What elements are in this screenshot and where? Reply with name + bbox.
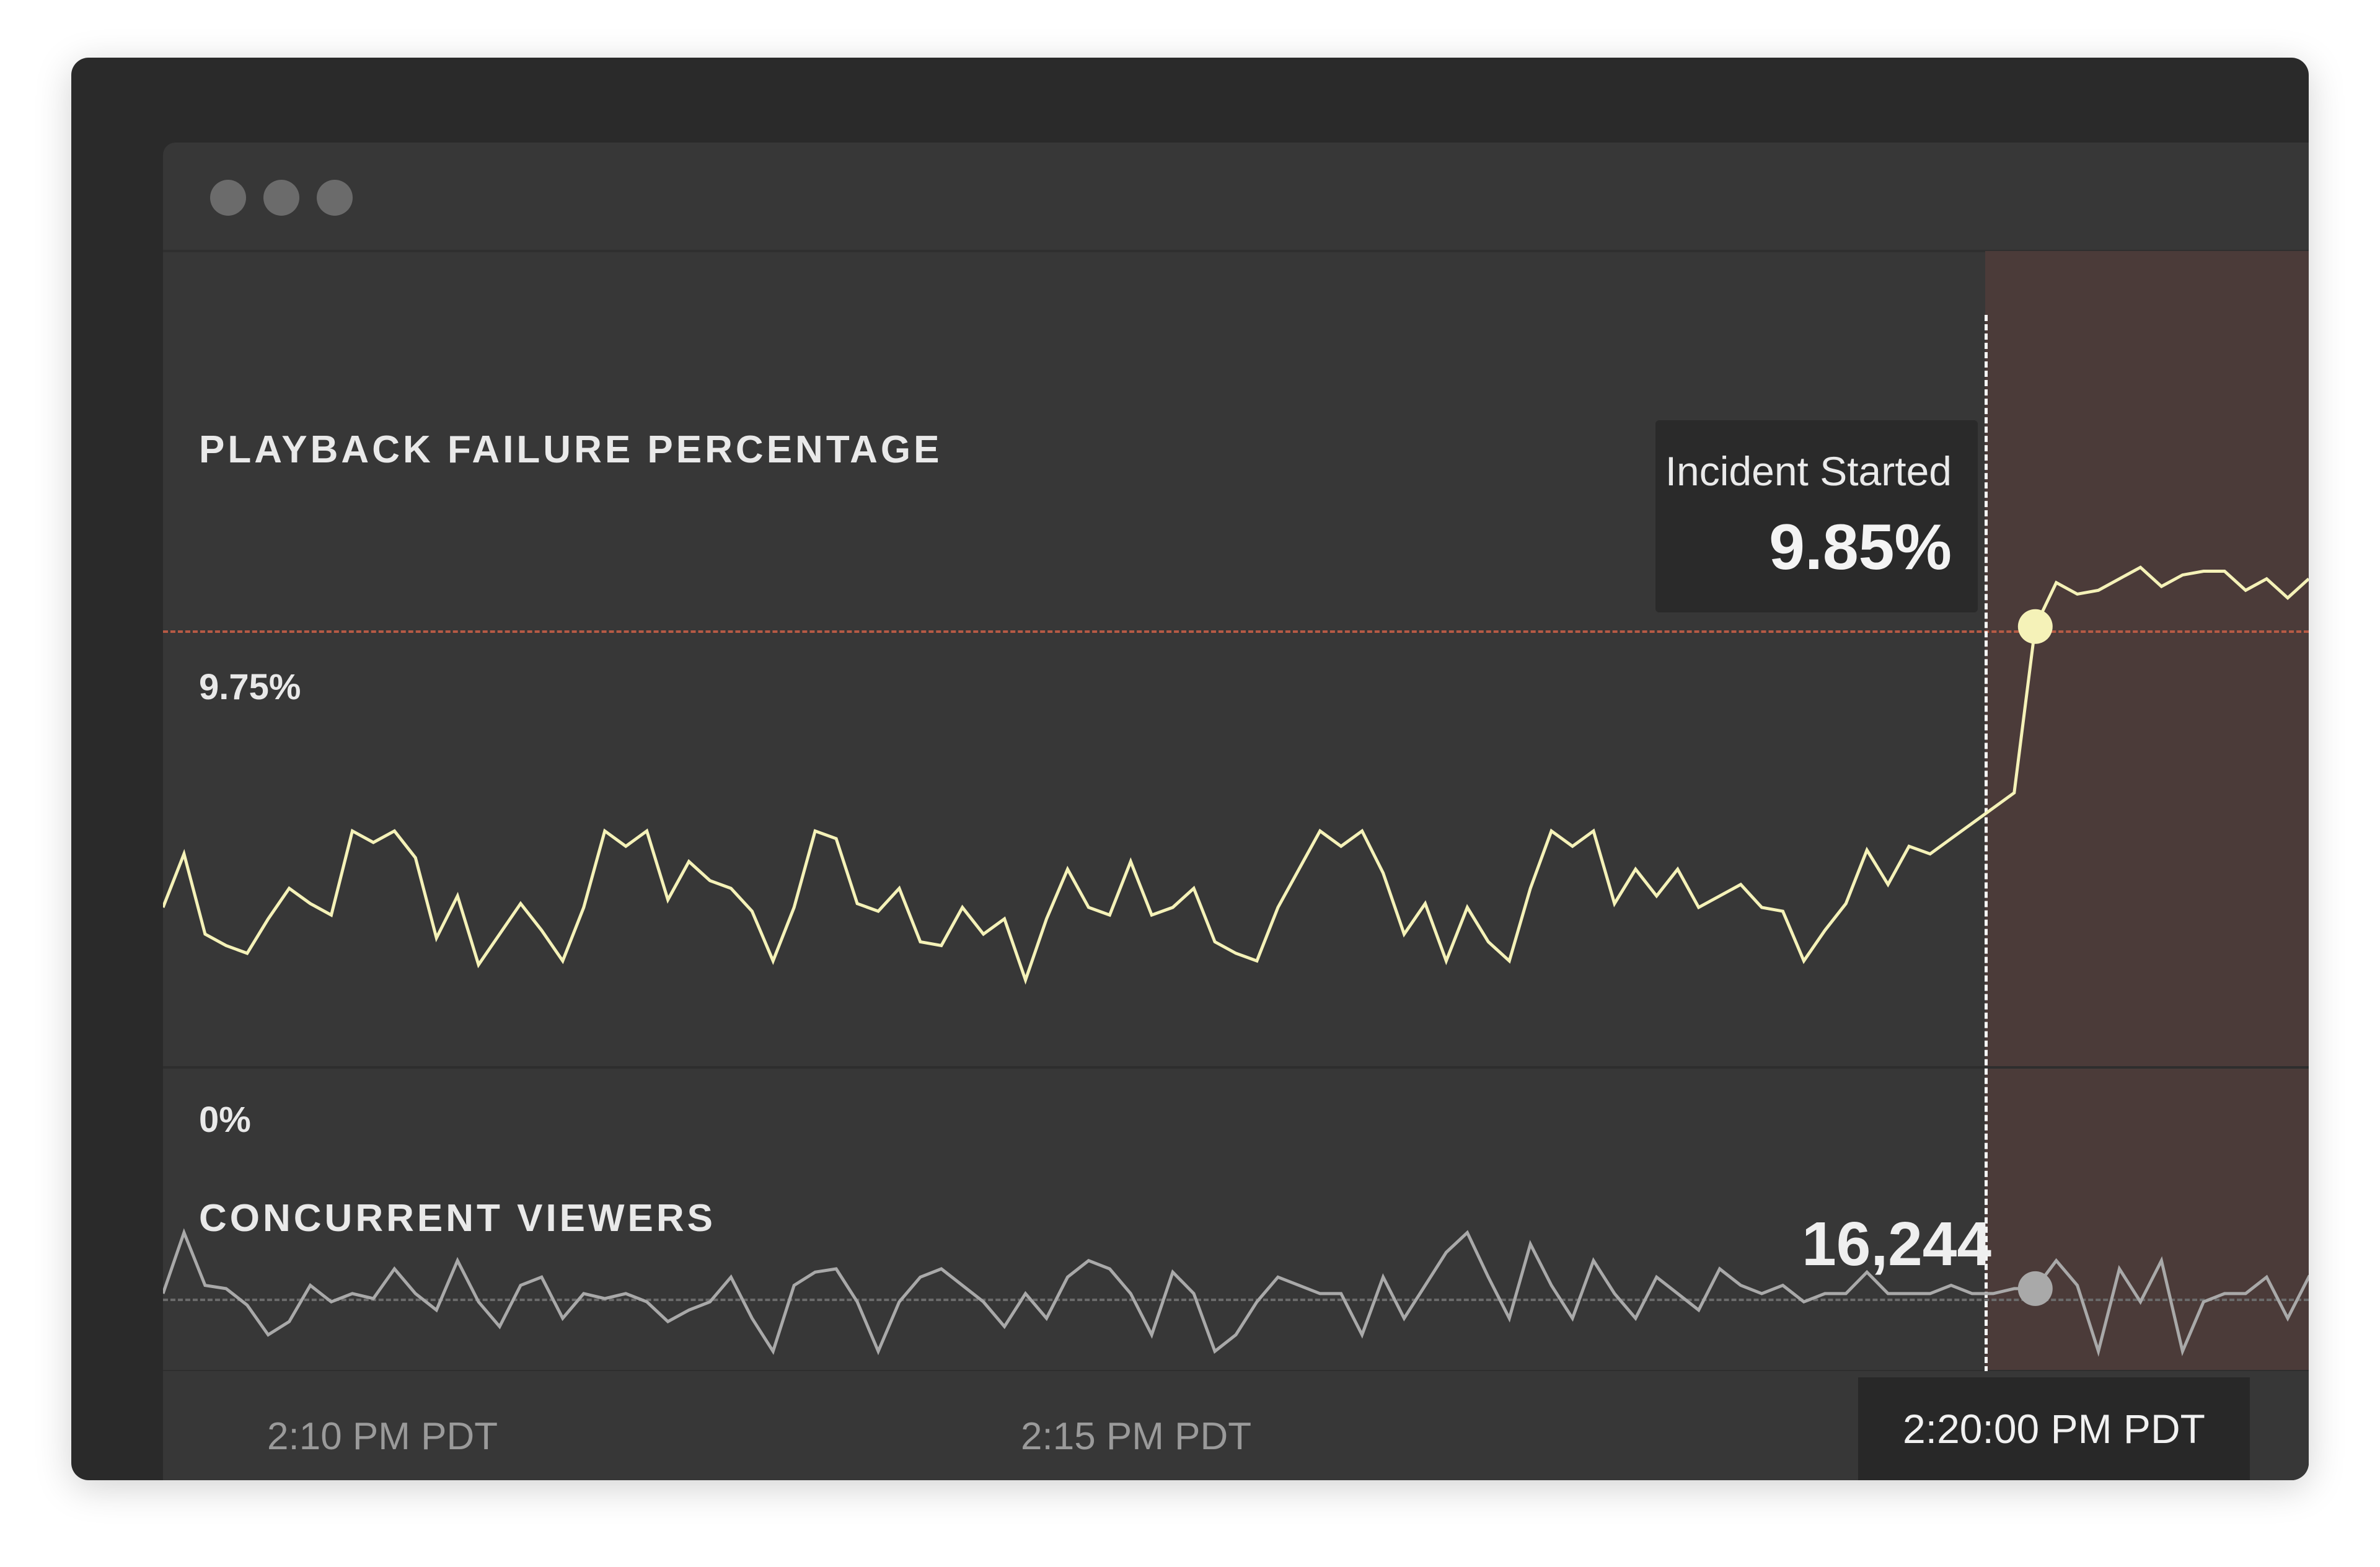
time-axis: 2:10 PM PDT 2:15 PM PDT 2:20:00 PM PDT: [163, 1371, 2309, 1480]
threshold-line: [163, 630, 2309, 633]
tooltip-label: Incident Started: [1665, 448, 1952, 494]
failure-panel-title: PLAYBACK FAILURE PERCENTAGE: [199, 428, 943, 471]
threshold-label: 9.75%: [199, 667, 301, 707]
charts-svg: [163, 565, 2309, 1357]
tooltip-value: 9.85%: [1769, 511, 1952, 583]
failure-series-line: [163, 565, 2309, 985]
incident-zone: [1985, 251, 2309, 1371]
panel-divider: [163, 1066, 2309, 1069]
current-time-label[interactable]: 2:20:00 PM PDT: [1858, 1377, 2250, 1480]
incident-marker-line: [1985, 315, 1988, 1372]
app-window: PLAYBACK FAILURE PERCENTAGE 9.75% 0% CON…: [163, 143, 2309, 1480]
incident-tooltip: Incident Started 9.85%: [1655, 420, 1978, 612]
baseline-label: 0%: [199, 1100, 251, 1140]
window-titlebar: [163, 143, 2309, 252]
time-label-1: 2:10 PM PDT: [267, 1415, 498, 1458]
window-zoom-button[interactable]: [317, 180, 353, 216]
viewers-baseline-line: [163, 1299, 2309, 1301]
window-minimize-button[interactable]: [263, 180, 299, 216]
viewers-series-line: [163, 1228, 2309, 1357]
viewers-panel-title: CONCURRENT VIEWERS: [199, 1197, 716, 1240]
incident-failure-point[interactable]: [2017, 609, 2053, 644]
time-label-2: 2:15 PM PDT: [1021, 1415, 1252, 1458]
viewers-current-value: 16,244: [1802, 1209, 1991, 1279]
window-close-button[interactable]: [210, 180, 246, 216]
incident-viewers-point[interactable]: [2017, 1271, 2053, 1306]
dashboard-frame: PLAYBACK FAILURE PERCENTAGE 9.75% 0% CON…: [71, 58, 2309, 1480]
